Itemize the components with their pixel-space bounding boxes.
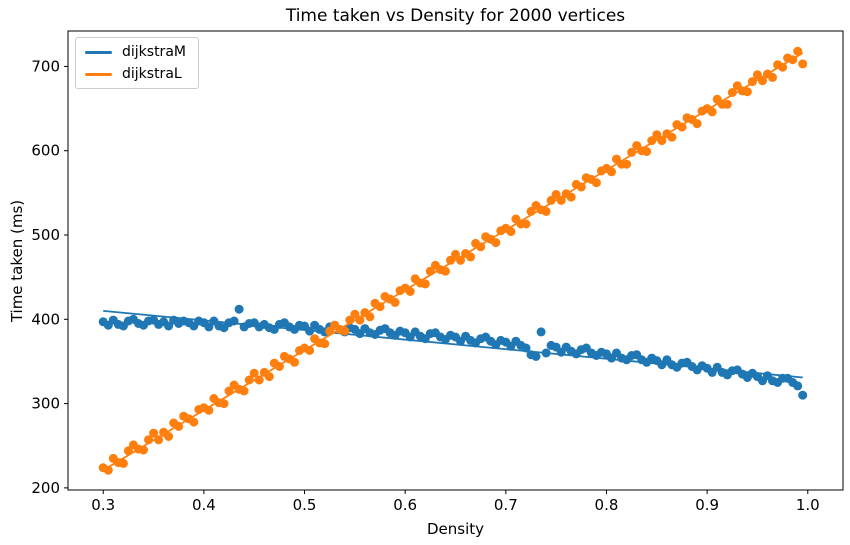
- x-tick-label: 0.3: [91, 496, 115, 514]
- legend-label-dijkstraM: dijkstraM: [122, 44, 186, 60]
- scatter-point-dijkstraL: [677, 122, 687, 132]
- scatter-point-dijkstraL: [607, 167, 616, 177]
- y-tick-label: 400: [31, 310, 60, 328]
- scatter-point-dijkstraL: [652, 130, 662, 140]
- scatter-point-dijkstraL: [727, 88, 737, 97]
- scatter-point-dijkstraL: [566, 192, 576, 202]
- y-tick-label: 300: [31, 395, 60, 413]
- legend-label-dijkstraL: dijkstraL: [122, 66, 182, 82]
- scatter-point-dijkstraL: [793, 46, 803, 56]
- scatter-point-dijkstraL: [264, 372, 274, 382]
- legend-line-swatch-dijkstraM: [85, 50, 112, 54]
- scatter-point-dijkstraM: [798, 390, 808, 400]
- chart-title: Time taken vs Density for 2000 vertices: [285, 6, 626, 26]
- scatter-point-dijkstraL: [340, 326, 350, 336]
- scatter-point-dijkstraL: [365, 312, 375, 322]
- scatter-point-dijkstraM: [204, 322, 214, 332]
- scatter-point-dijkstraL: [290, 357, 299, 367]
- scatter-point-dijkstraL: [390, 297, 400, 307]
- y-tick-label: 500: [31, 226, 60, 244]
- scatter-point-dijkstraL: [742, 87, 752, 97]
- x-tick-label: 0.7: [494, 496, 518, 514]
- scatter-point-dijkstraL: [667, 132, 677, 142]
- scatter-point-dijkstraL: [521, 219, 531, 229]
- x-tick-label: 0.5: [293, 496, 317, 514]
- scatter-point-dijkstraL: [692, 119, 702, 129]
- x-axis-label: Density: [426, 520, 485, 538]
- scatter-point-dijkstraL: [576, 182, 586, 192]
- scatter-point-dijkstraL: [249, 368, 259, 378]
- scatter-point-dijkstraL: [189, 417, 199, 427]
- x-tick-label: 1.0: [796, 496, 820, 514]
- scatter-point-dijkstraL: [778, 62, 788, 72]
- legend: dijkstraM dijkstraL: [75, 37, 199, 89]
- scatter-point-dijkstraL: [622, 159, 632, 169]
- scatter-point-dijkstraL: [642, 147, 652, 156]
- y-tick-label: 200: [31, 479, 60, 497]
- x-tick-label: 0.6: [393, 496, 417, 514]
- scatter-point-dijkstraM: [536, 327, 546, 337]
- scatter-point-dijkstraL: [420, 279, 430, 289]
- legend-item-dijkstraL: dijkstraL: [85, 67, 186, 81]
- scatter-point-dijkstraL: [591, 178, 601, 188]
- scatter-point-dijkstraL: [219, 399, 229, 409]
- scatter-point-dijkstraL: [798, 59, 808, 69]
- legend-item-dijkstraM: dijkstraM: [85, 45, 186, 59]
- scatter-point-dijkstraM: [234, 304, 244, 314]
- scatter-point-dijkstraM: [793, 381, 803, 391]
- scatter-point-dijkstraL: [752, 70, 762, 80]
- scatter-point-dijkstraM: [531, 351, 541, 361]
- trend-line-dijkstraM: [103, 309, 803, 379]
- scatter-point-dijkstraL: [239, 386, 249, 396]
- scatter-point-dijkstraL: [164, 432, 174, 441]
- scatter-point-dijkstraL: [320, 339, 330, 349]
- scatter-point-dijkstraL: [451, 249, 460, 259]
- scatter-point-dijkstraL: [722, 99, 732, 109]
- scatter-point-dijkstraL: [491, 238, 501, 248]
- scatter-point-dijkstraL: [118, 458, 128, 468]
- scatter-point-dijkstraL: [707, 107, 717, 117]
- y-axis-label: Time taken (ms): [8, 199, 26, 323]
- scatter-point-dijkstraL: [768, 72, 777, 82]
- y-tick-label: 700: [31, 57, 60, 75]
- scatter-point-dijkstraL: [647, 136, 657, 146]
- scatter-point-dijkstraL: [440, 266, 450, 276]
- scatter-point-dijkstraL: [149, 428, 159, 438]
- legend-line-swatch-dijkstraL: [85, 72, 112, 76]
- x-tick-label: 0.8: [595, 496, 619, 514]
- trend-line-dijkstraL: [102, 52, 804, 471]
- scatter-point-dijkstraL: [541, 206, 551, 216]
- scatter-point-dijkstraL: [466, 252, 476, 262]
- plot-border: [67, 30, 844, 491]
- x-tick-label: 0.9: [695, 496, 719, 514]
- scatter-point-dijkstraL: [551, 190, 561, 199]
- x-tick-label: 0.4: [192, 496, 216, 514]
- scatter-point-dijkstraM: [164, 321, 174, 331]
- y-tick-label: 600: [31, 142, 60, 160]
- scatter-point-dijkstraL: [350, 309, 360, 319]
